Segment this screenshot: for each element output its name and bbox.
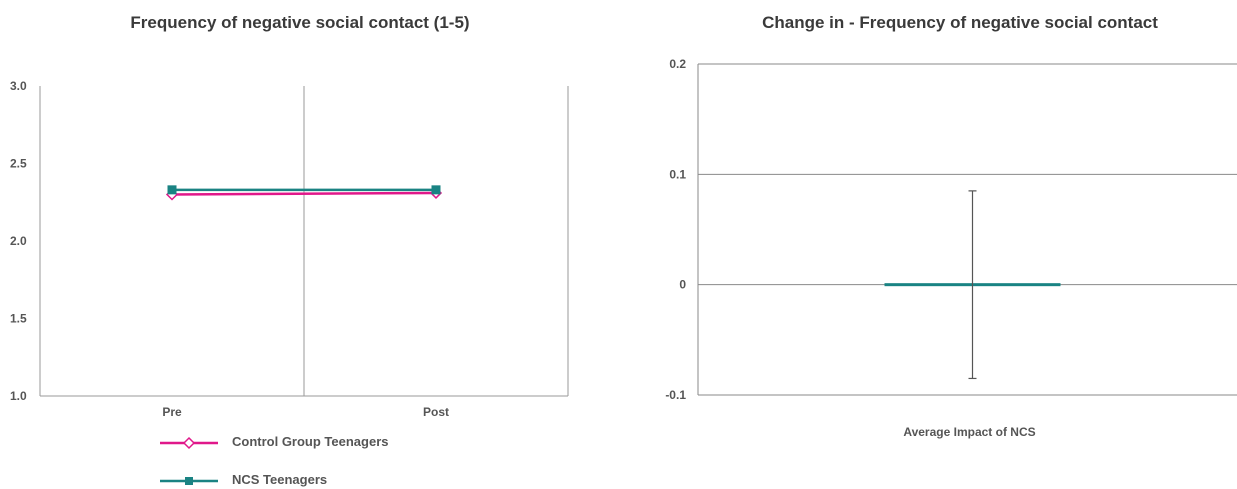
legend-item-control: Control Group Teenagers (160, 434, 389, 450)
data-point-marker (167, 185, 177, 195)
x-tick-label: Post (423, 405, 449, 419)
left-chart-title: Frequency of negative social contact (1-… (130, 13, 470, 32)
y-tick-label: -0.1 (665, 388, 686, 402)
right-chart-title: Change in - Frequency of negative social… (762, 13, 1158, 32)
series-line-0 (171, 191, 437, 196)
legend-label-ncs: NCS Teenagers (232, 472, 328, 487)
y-tick-label: 0.2 (669, 57, 686, 71)
line-chart: 3.0 2.5 2.0 1.5 1.0 Pre Post (10, 79, 569, 419)
legend-item-ncs: NCS Teenagers (160, 472, 327, 488)
y-tick-label: 2.5 (10, 157, 27, 171)
legend-swatch-ncs (160, 476, 218, 485)
y-tick-label: 1.0 (10, 389, 27, 403)
y-tick-label: 3.0 (10, 79, 27, 93)
y-tick-label: 0 (679, 278, 686, 292)
y-tick-label: 2.0 (10, 234, 27, 248)
legend-label-control: Control Group Teenagers (232, 434, 389, 449)
x-tick-label: Average Impact of NCS (903, 425, 1035, 439)
x-tick-label: Pre (162, 405, 182, 419)
data-point-marker (431, 185, 441, 195)
legend-swatch-control (160, 436, 218, 449)
y-tick-label: 0.1 (669, 167, 686, 181)
y-tick-label: 1.5 (10, 312, 27, 326)
